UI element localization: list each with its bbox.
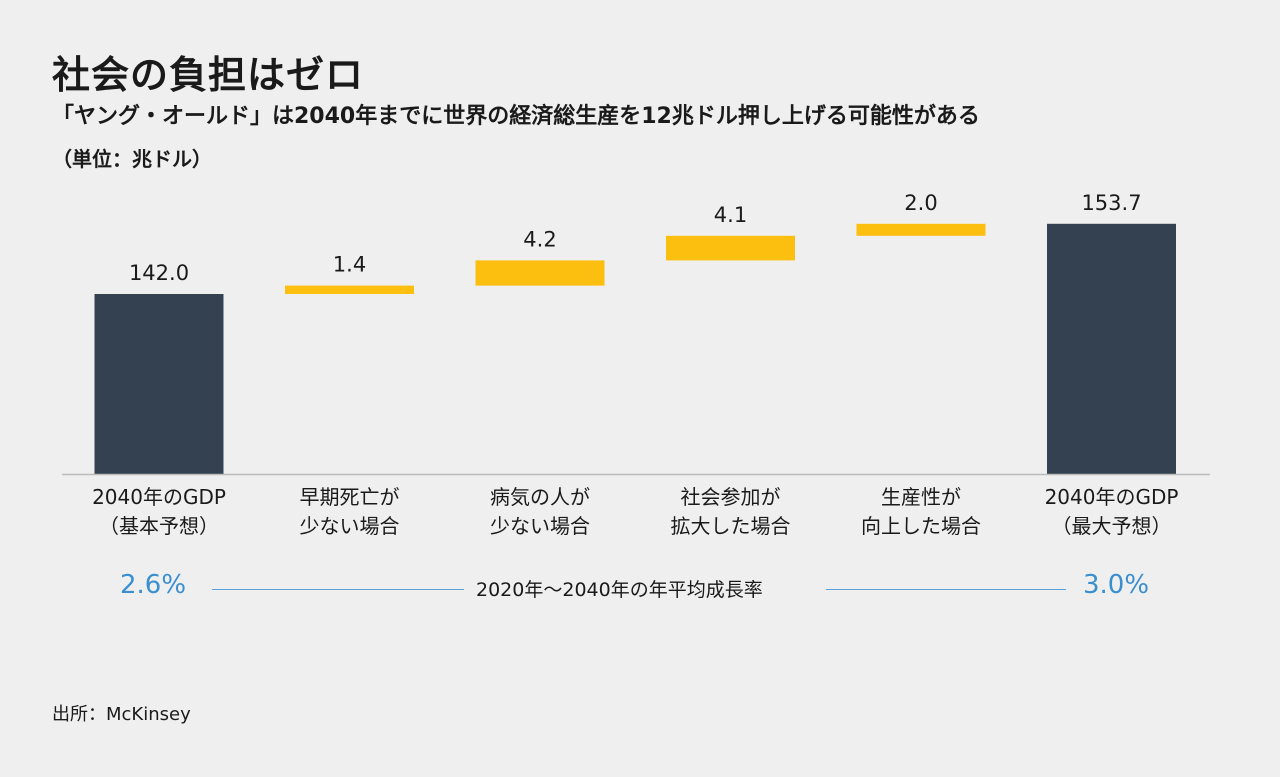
chart-subtitle: 「ヤング・オールド」は2040年までに世界の経済総生産を12兆ドル押し上げる可能… bbox=[52, 104, 980, 129]
growth-line-right bbox=[826, 589, 1066, 590]
increment-bar-4 bbox=[856, 223, 986, 236]
waterfall-chart: 142.0 2040年のGDP （基本予想） 1.4 早期死亡が少ない場合 4.2 病気の人… bbox=[62, 191, 1210, 538]
category-label-2: 病気の人が少ない場合 bbox=[490, 485, 590, 538]
growth-left-value: 2.6% bbox=[120, 570, 187, 600]
chart-title: 社会の負担はゼロ bbox=[52, 53, 365, 97]
value-label-0: 142.0 bbox=[129, 261, 189, 285]
source-note: 出所：McKinsey bbox=[52, 704, 191, 725]
category-label-1: 早期死亡が少ない場合 bbox=[300, 485, 400, 538]
growth-label: 2020年〜2040年の年平均成長率 bbox=[476, 579, 763, 601]
total-bar-0 bbox=[94, 294, 224, 474]
category-label-3: 社会参加が拡大した場合 bbox=[671, 485, 791, 538]
growth-rate-row: 2.6% 2020年〜2040年の年平均成長率 3.0% bbox=[0, 570, 1280, 610]
value-label-3: 4.1 bbox=[714, 203, 747, 227]
category-label-0: 2040年のGDP （基本予想） bbox=[92, 485, 226, 538]
value-label-4: 2.0 bbox=[904, 191, 937, 215]
category-label-4: 生産性が向上した場合 bbox=[861, 485, 981, 538]
growth-line-left bbox=[212, 589, 464, 590]
value-label-5: 153.7 bbox=[1081, 191, 1141, 215]
increment-bar-2 bbox=[475, 260, 605, 286]
value-label-2: 4.2 bbox=[523, 227, 556, 251]
total-bar-5 bbox=[1047, 223, 1176, 474]
growth-right-value: 3.0% bbox=[1083, 570, 1150, 600]
category-label-5: 2040年のGDP （最大予想） bbox=[1045, 485, 1179, 538]
value-label-1: 1.4 bbox=[333, 253, 366, 277]
unit-label: （単位：兆ドル） bbox=[52, 147, 212, 171]
increment-bar-3 bbox=[666, 235, 795, 261]
increment-bar-1 bbox=[285, 285, 414, 294]
